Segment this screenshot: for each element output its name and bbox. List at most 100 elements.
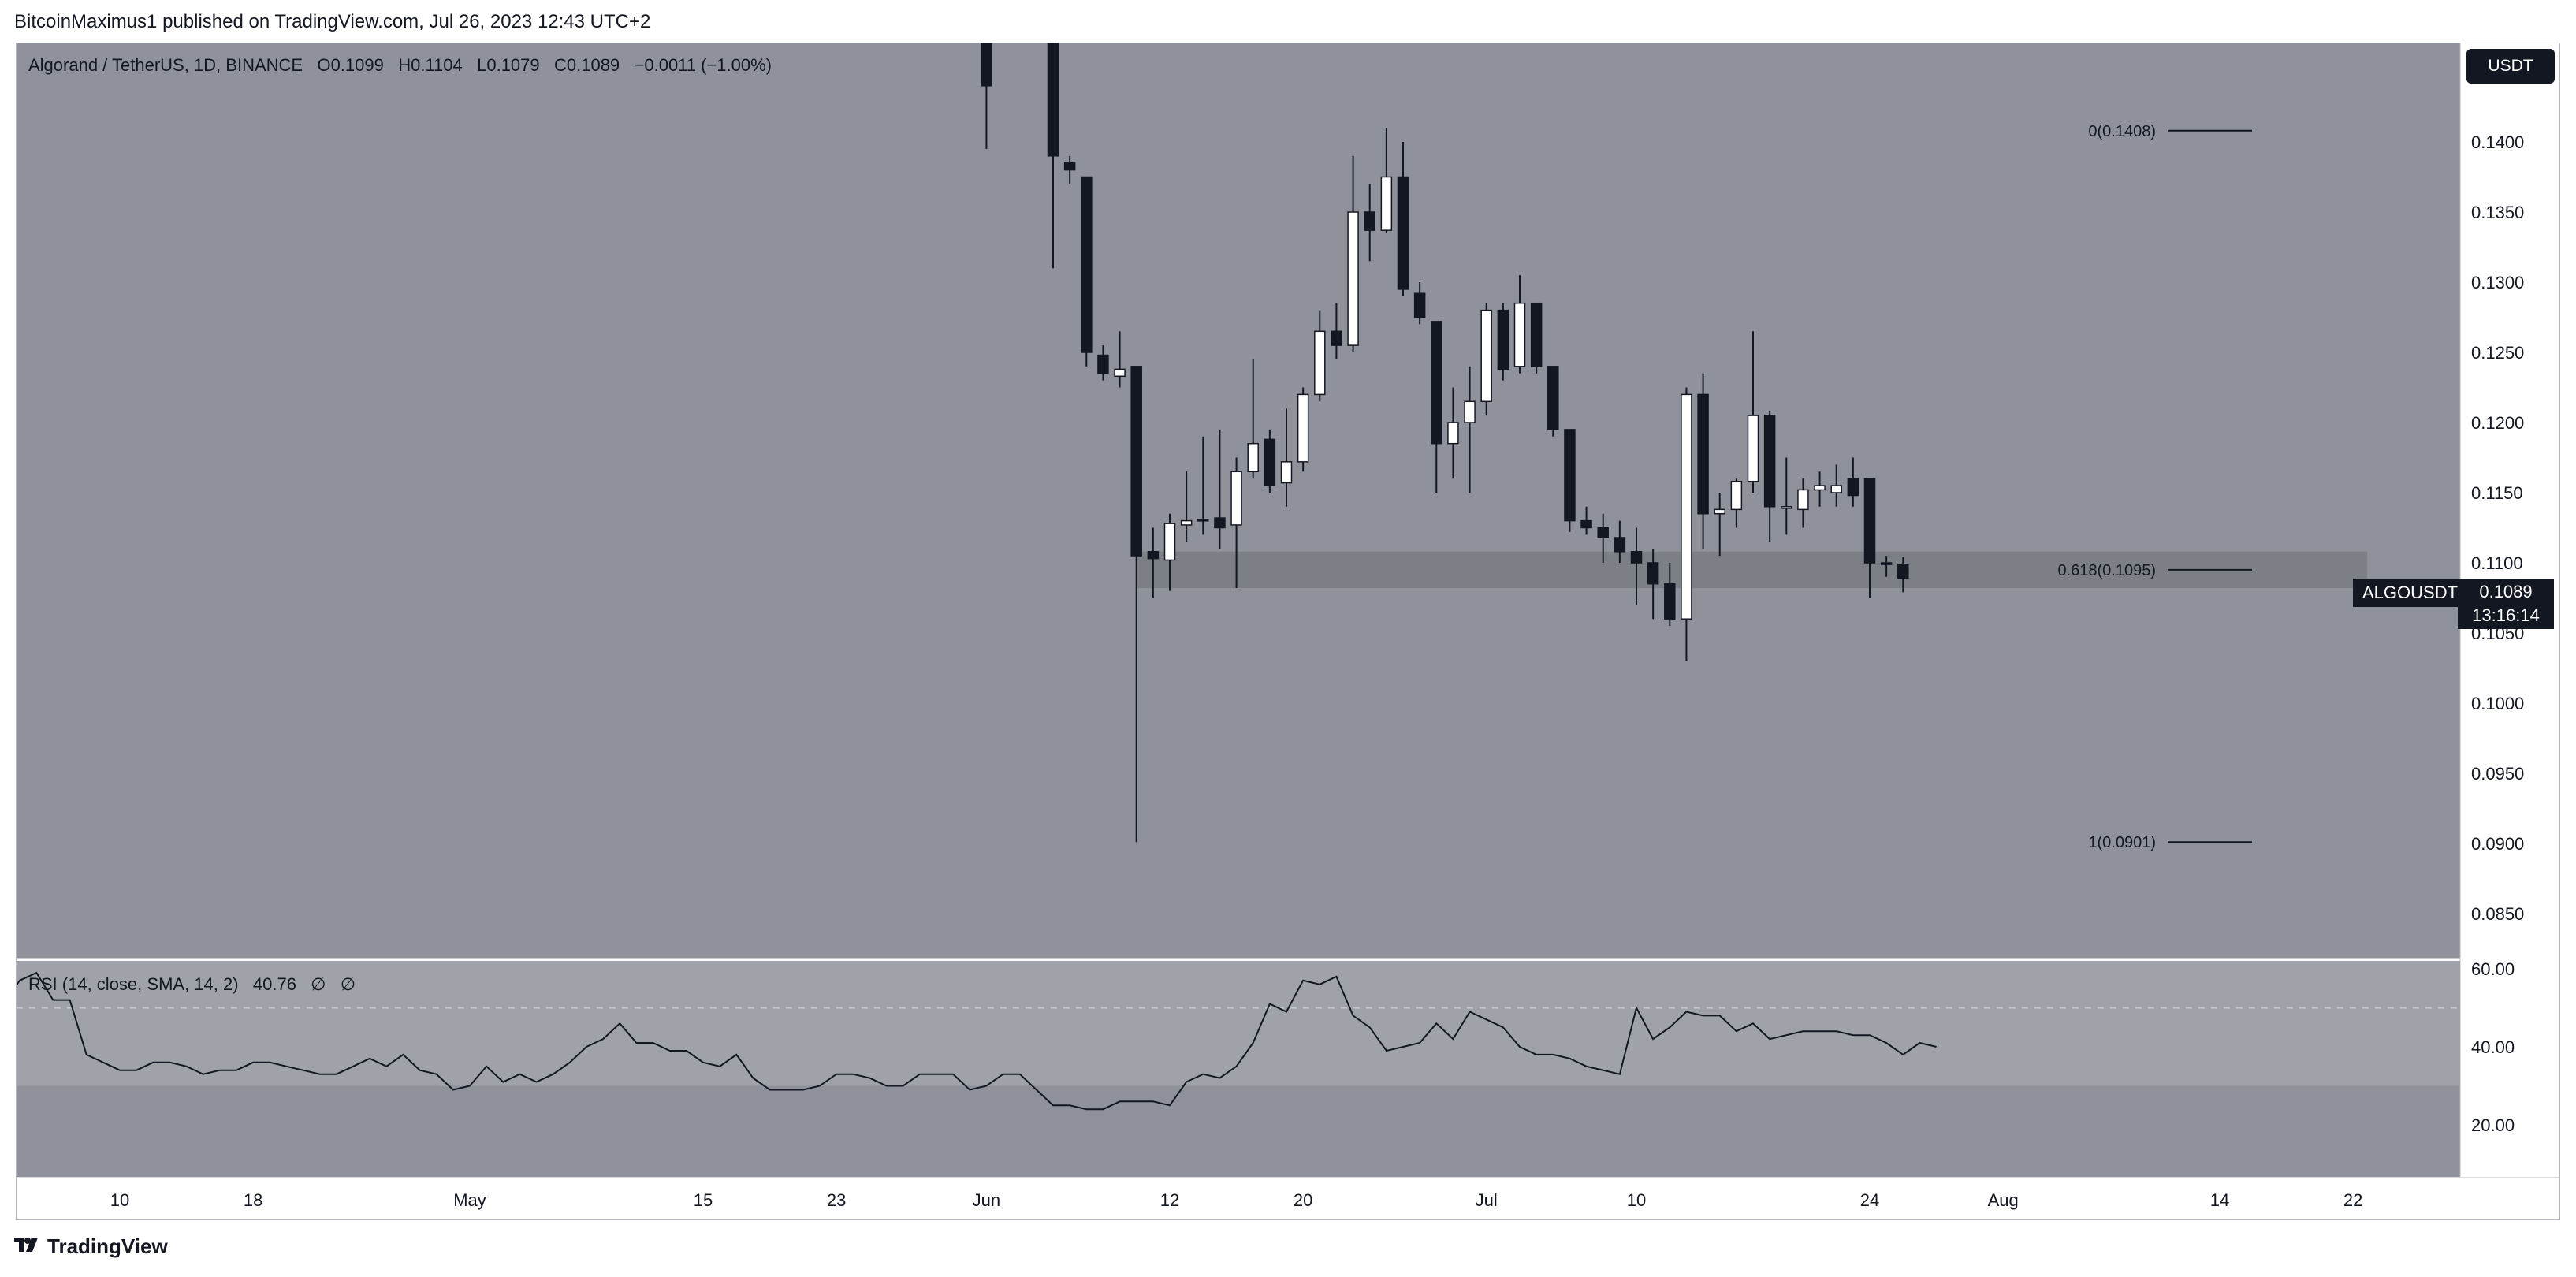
candle-body-down xyxy=(1664,583,1676,620)
candle-body-up xyxy=(1464,400,1476,423)
currency-button[interactable]: USDT xyxy=(2466,49,2555,84)
price-tick-label: 0.1100 xyxy=(2471,553,2523,573)
candle-body-up xyxy=(1480,309,1492,403)
candle-body-down xyxy=(1497,309,1509,370)
rsi-value: 40.76 xyxy=(252,974,296,994)
candle xyxy=(1880,556,1893,577)
time-tick-label: 10 xyxy=(1627,1190,1646,1210)
candle-body-up xyxy=(1830,485,1842,493)
candle-body-up xyxy=(1747,415,1759,482)
candles-layer xyxy=(981,43,1909,843)
candle xyxy=(1630,527,1643,605)
candle-body-up xyxy=(1247,442,1259,473)
candle xyxy=(1730,478,1743,528)
candle xyxy=(1297,387,1309,472)
rsi-band xyxy=(17,961,2460,1086)
candle-body-up xyxy=(1314,330,1326,396)
candle-body-down xyxy=(1597,527,1609,538)
candle xyxy=(1714,493,1725,557)
candle-body-down xyxy=(1431,321,1442,445)
candle-body-down xyxy=(1364,211,1375,231)
candle-body-down xyxy=(1130,366,1142,557)
time-tick-label: 20 xyxy=(1294,1190,1312,1210)
candle-body-up xyxy=(1814,485,1826,491)
price-axis-labels: 0.1400 0.1350 0.1300 0.1250 0.1200 0.1150 0.11… xyxy=(2471,132,2524,924)
rsi-line-layer xyxy=(17,971,1937,1111)
symbol-price-label: ALGOUSDT xyxy=(2353,579,2468,607)
candle-body-down xyxy=(1564,429,1576,522)
candle xyxy=(1230,457,1242,589)
candle xyxy=(1130,366,1142,843)
time-tick-label: May xyxy=(453,1190,486,1210)
rsi-extra-1: ∅ xyxy=(311,974,326,994)
candle-body-down xyxy=(1547,366,1559,430)
candle-body-up xyxy=(1447,422,1459,445)
candle xyxy=(1180,471,1193,542)
publisher-line: BitcoinMaximus1 published on TradingView… xyxy=(14,11,651,32)
candle xyxy=(1847,457,1859,507)
candle xyxy=(1114,331,1126,388)
last-price-badge: 0.1089 13:16:14 xyxy=(2458,579,2554,629)
candle xyxy=(1264,429,1276,493)
candle-body-down xyxy=(1097,354,1109,374)
candle xyxy=(1614,520,1626,563)
legend-symbol: Algorand / TetherUS, 1D, BINANCE xyxy=(28,55,303,75)
price-tick-label: 0.1200 xyxy=(2471,413,2524,433)
legend-low-value: 0.1079 xyxy=(486,55,540,75)
candle xyxy=(981,43,992,149)
rsi-axis-labels: 60.00 40.00 20.00 xyxy=(2471,959,2515,1135)
candle xyxy=(1314,310,1326,402)
rsi-series-line xyxy=(17,971,1937,1111)
candle-body-down xyxy=(1147,551,1160,560)
candle-body-down xyxy=(1647,562,1659,585)
candle-body-down xyxy=(1214,517,1226,529)
time-tick-label: 14 xyxy=(2210,1190,2229,1210)
candle-body-down xyxy=(1047,43,1059,157)
candle xyxy=(1413,282,1426,325)
legend-change: −0.0011 (−1.00%) xyxy=(634,55,772,75)
rsi-label: RSI (14, close, SMA, 14, 2) xyxy=(28,974,239,994)
candle xyxy=(1513,275,1526,374)
candle xyxy=(1863,478,1876,598)
time-axis-background xyxy=(17,1178,2559,1219)
candle-body-up xyxy=(1730,481,1743,511)
rsi-tick-label: 60.00 xyxy=(2471,959,2515,979)
candle xyxy=(1163,513,1176,591)
price-tick-label: 0.0850 xyxy=(2471,904,2524,924)
chart-frame xyxy=(16,43,2560,1220)
time-tick-label: 22 xyxy=(2343,1190,2362,1210)
candle-body-up xyxy=(1180,519,1193,526)
tradingview-wordmark: TradingView xyxy=(47,1234,168,1258)
candle xyxy=(1331,303,1342,359)
candle-body-down xyxy=(1763,415,1776,508)
last-price: 0.1089 xyxy=(2479,582,2533,601)
time-tick-label: Aug xyxy=(1988,1190,2019,1210)
candle-body-up xyxy=(1681,393,1692,620)
candle xyxy=(1081,176,1093,367)
candle-body-down xyxy=(1264,438,1276,486)
candle-body-down xyxy=(1630,551,1643,564)
legend-close-value: 0.1089 xyxy=(566,55,620,75)
candle-body-up xyxy=(1280,461,1293,484)
candle xyxy=(1364,184,1375,262)
time-tick-label: 18 xyxy=(244,1190,262,1210)
candle xyxy=(1681,387,1692,661)
candle-body-down xyxy=(1580,519,1592,529)
symbol-legend: Algorand / TetherUS, 1D, BINANCE O0.1099… xyxy=(28,55,772,76)
candle xyxy=(1697,373,1709,549)
fib-levels-layer: 0(0.1408) 0.618(0.1095) 1(0.0901) xyxy=(2057,123,2252,851)
candle xyxy=(1447,387,1459,479)
candle-body-down xyxy=(1897,564,1909,579)
candle xyxy=(1547,366,1559,437)
candle xyxy=(1397,142,1409,296)
tradingview-brand[interactable]: TradingView xyxy=(14,1234,168,1259)
candle xyxy=(1763,411,1776,542)
candle xyxy=(1580,506,1592,535)
candle xyxy=(1530,302,1543,374)
price-tick-label: 0.1150 xyxy=(2471,483,2523,503)
candle xyxy=(1814,471,1826,507)
candle xyxy=(1047,43,1059,269)
fib-level-label: 0.618(0.1095) xyxy=(2057,562,2156,579)
candle xyxy=(1147,527,1160,598)
